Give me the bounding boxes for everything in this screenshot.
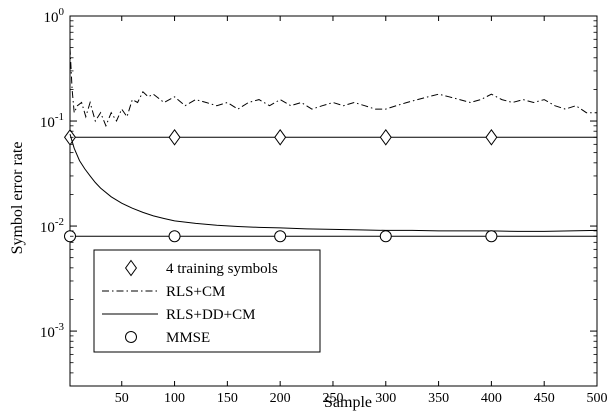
y-tick-label: 10-1 xyxy=(40,111,64,131)
legend-label: RLS+DD+CM xyxy=(166,307,255,323)
legend-label: 4 training symbols xyxy=(166,261,278,277)
y-tick-label: 100 xyxy=(44,6,65,26)
series-rls-cm xyxy=(69,47,597,128)
plot-area xyxy=(63,15,598,387)
series-mmse xyxy=(64,230,597,243)
data-point-diamond xyxy=(274,128,287,146)
legend-item-rls-cm: RLS+CM xyxy=(102,284,225,300)
data-point-diamond xyxy=(485,128,498,146)
legend: 4 training symbols RLS+CM RLS+DD+CM MMSE xyxy=(93,249,321,353)
x-tick-label: 400 xyxy=(481,391,502,406)
y-tick-label: 10-3 xyxy=(40,321,65,341)
x-axis-ticks: 50 100 150 200 250 300 350 400 450 500 xyxy=(115,16,608,406)
axes-frame xyxy=(69,15,598,387)
legend-item-4-training-symbols: 4 training symbols xyxy=(124,259,278,277)
series-line-rls-dd-cm xyxy=(69,133,598,232)
x-tick-label: 200 xyxy=(270,391,291,406)
series-4-training-symbols xyxy=(63,128,597,146)
x-tick-label: 300 xyxy=(375,391,396,406)
legend-diamond-icon xyxy=(124,259,138,277)
data-point-diamond xyxy=(168,128,181,146)
x-tick-label: 500 xyxy=(587,391,608,406)
series-rls-dd-cm xyxy=(69,133,598,232)
series-line-rls-cm xyxy=(69,47,597,128)
data-point-circle xyxy=(379,230,392,243)
data-point-circle xyxy=(485,230,498,243)
y-axis-label: Symbol error rate xyxy=(9,142,26,255)
x-tick-label: 50 xyxy=(115,391,129,406)
legend-item-mmse: MMSE xyxy=(125,330,210,346)
x-tick-label: 350 xyxy=(428,391,449,406)
legend-label: RLS+CM xyxy=(166,284,225,300)
data-point-diamond xyxy=(379,128,392,146)
x-tick-label: 150 xyxy=(217,391,238,406)
y-tick-label: 10-2 xyxy=(40,216,64,236)
data-point-circle xyxy=(274,230,287,243)
x-axis-label: Sample xyxy=(324,394,372,411)
x-tick-label: 250 xyxy=(322,391,343,406)
x-tick-label: 100 xyxy=(164,391,185,406)
legend-item-rls-dd-cm: RLS+DD+CM xyxy=(102,307,255,323)
data-point-circle xyxy=(168,230,181,243)
y-axis-ticks: 100 10-1 10-2 10-3 xyxy=(40,6,597,387)
legend-circle-icon xyxy=(125,331,137,343)
legend-label: MMSE xyxy=(166,330,210,346)
x-tick-label: 450 xyxy=(534,391,555,406)
